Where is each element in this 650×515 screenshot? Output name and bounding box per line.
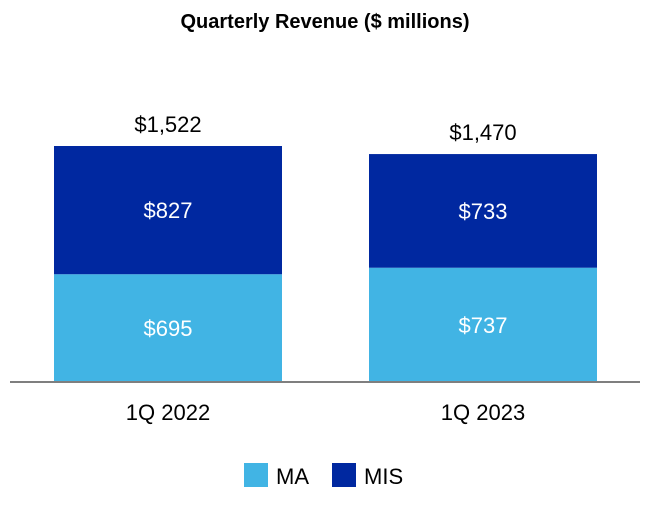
data-label: $827: [144, 198, 193, 223]
legend-swatch-ma: [244, 463, 268, 487]
bar-ma: [54, 274, 282, 382]
total-label: $1,470: [449, 120, 516, 145]
bar-mis: [369, 154, 597, 268]
chart-title: Quarterly Revenue ($ millions): [181, 11, 470, 33]
bar-mis: [54, 146, 282, 275]
data-label: $737: [459, 313, 508, 338]
legend-label: MIS: [364, 464, 403, 489]
legend-label: MA: [276, 464, 309, 489]
x-tick-label: 1Q 2023: [441, 400, 525, 425]
total-label: $1,522: [134, 112, 201, 137]
data-label: $733: [459, 199, 508, 224]
x-tick-label: 1Q 2022: [126, 400, 210, 425]
legend: MA MIS: [244, 463, 403, 489]
data-label: $695: [144, 316, 193, 341]
legend-swatch-mis: [332, 463, 356, 487]
bar-ma: [369, 267, 597, 382]
